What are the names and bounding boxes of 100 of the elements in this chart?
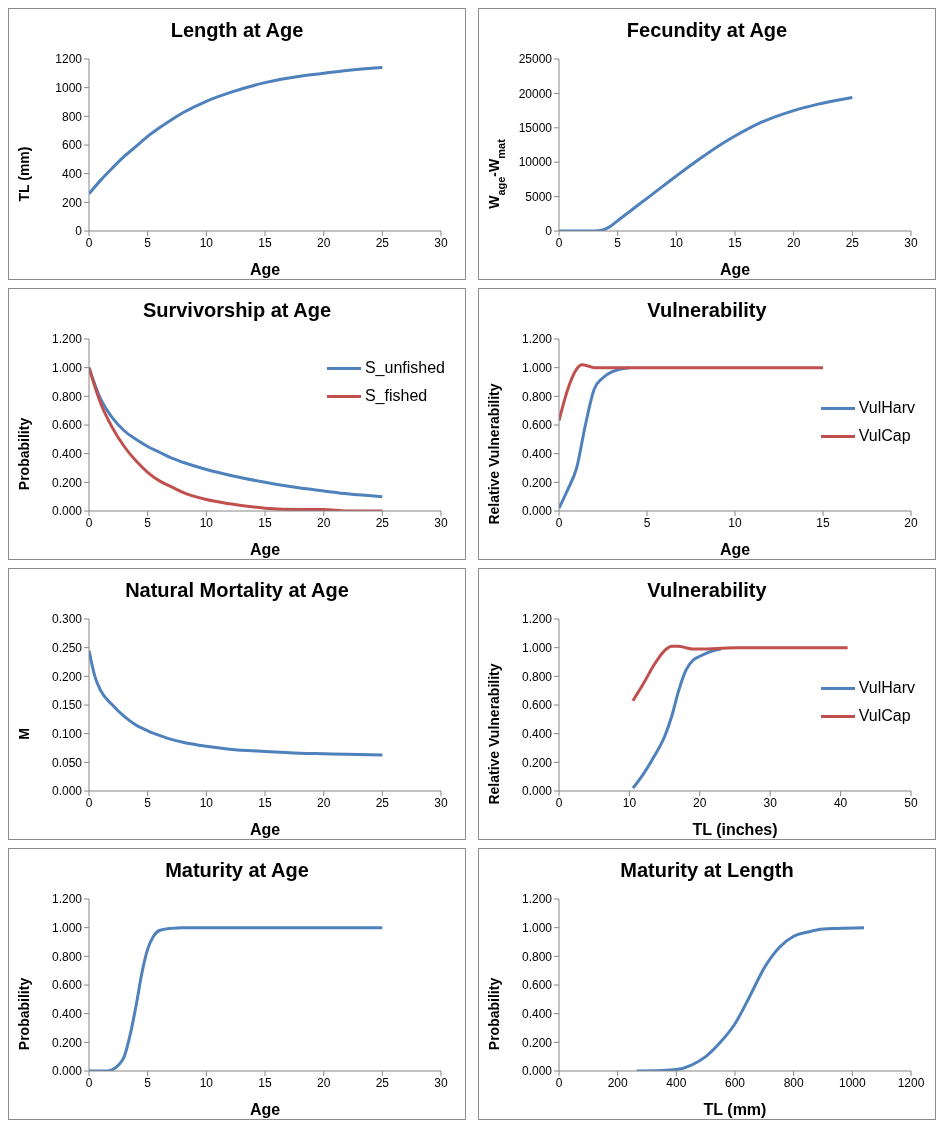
x-tick-label: 0: [555, 235, 563, 250]
x-tick-label: 15: [258, 795, 272, 810]
y-tick-label: 1.200: [51, 892, 83, 907]
chart-title: Length at Age: [169, 18, 305, 43]
x-tick-label: 0: [555, 515, 563, 530]
x-axis-title: Age: [249, 821, 281, 838]
x-tick-label: 25: [375, 795, 390, 810]
y-tick-label: 0.000: [521, 504, 553, 519]
y-tick-label: 0.150: [51, 698, 83, 713]
x-tick-label: 40: [833, 795, 848, 810]
y-tick-label: 0.000: [521, 1064, 553, 1079]
y-tick-label: 0: [545, 224, 553, 239]
x-tick-label: 400: [666, 1075, 687, 1090]
x-axis-title: Age: [249, 261, 281, 278]
y-tick-label: 0: [75, 224, 83, 239]
x-tick-label: 15: [258, 235, 272, 250]
y-tick-label: 800: [61, 109, 83, 124]
x-tick-label: 30: [434, 1075, 448, 1090]
x-axis-title: Age: [719, 541, 751, 558]
x-tick-label: 0: [85, 1075, 93, 1090]
x-tick-label: 5: [144, 795, 152, 810]
x-tick-label: 30: [434, 235, 448, 250]
y-tick-label: 5000: [525, 189, 553, 204]
y-tick-label: 0.200: [51, 1035, 83, 1050]
legend-label: VulCap: [858, 707, 911, 725]
x-tick-label: 25: [375, 515, 390, 530]
y-axis-title: Probability: [486, 977, 502, 1051]
y-tick-label: 0.250: [51, 640, 83, 655]
chart-title: Survivorship at Age: [141, 298, 333, 323]
y-tick-label: 1000: [55, 80, 83, 95]
x-tick-label: 10: [199, 235, 214, 250]
y-axis-title: TL (mm): [16, 146, 32, 202]
x-tick-label: 0: [85, 795, 93, 810]
y-tick-label: 0.400: [521, 1006, 553, 1021]
y-tick-label: 0.800: [521, 949, 553, 964]
y-tick-label: 600: [61, 138, 83, 153]
y-tick-label: 0.400: [51, 1006, 83, 1021]
y-tick-label: 0.400: [521, 726, 553, 741]
legend-label: S_unfished: [364, 359, 445, 377]
y-tick-label: 0.200: [521, 1035, 553, 1050]
x-tick-label: 50: [904, 795, 918, 810]
x-tick-label: 800: [783, 1075, 804, 1090]
y-tick-label: 0.800: [521, 669, 553, 684]
y-tick-label: 0.050: [51, 755, 83, 770]
y-tick-label: 20000: [518, 86, 553, 101]
line-series: [631, 647, 723, 790]
x-tick-label: 0: [85, 235, 93, 250]
y-tick-label: 1.200: [521, 612, 553, 627]
x-tick-label: 20: [786, 235, 801, 250]
x-tick-label: 15: [258, 515, 272, 530]
x-tick-label: 0: [85, 515, 93, 530]
x-tick-label: 10: [622, 795, 637, 810]
y-tick-label: 0.800: [51, 389, 83, 404]
y-tick-label: 0.000: [521, 784, 553, 799]
x-axis-title: TL (mm): [703, 1101, 767, 1118]
x-tick-label: 30: [434, 795, 448, 810]
x-tick-label: 30: [904, 235, 918, 250]
legend-label: VulHarv: [858, 679, 915, 697]
x-tick-label: 30: [434, 515, 448, 530]
y-tick-label: 0.200: [521, 475, 553, 490]
x-tick-label: 10: [728, 515, 742, 530]
x-tick-label: 25: [375, 1075, 390, 1090]
y-tick-label: 15000: [518, 121, 553, 136]
x-tick-label: 0: [555, 1075, 563, 1090]
x-tick-label: 1000: [838, 1075, 866, 1090]
x-tick-label: 20: [316, 1075, 331, 1090]
x-tick-label: 15: [816, 515, 830, 530]
x-axis-title: TL (inches): [692, 821, 778, 838]
chart-title: Vulnerability: [646, 298, 768, 323]
chart-title: Natural Mortality at Age: [124, 578, 350, 603]
x-axis-title: Age: [249, 541, 281, 558]
legend-label: VulHarv: [858, 399, 915, 417]
line-series: [631, 644, 850, 703]
y-tick-label: 0.400: [51, 446, 83, 461]
y-tick-label: 1200: [55, 52, 83, 67]
y-tick-label: 0.800: [521, 389, 553, 404]
y-tick-label: 1.000: [521, 640, 553, 655]
x-tick-label: 20: [316, 515, 331, 530]
y-tick-label: 400: [61, 166, 83, 181]
x-tick-label: 25: [375, 235, 390, 250]
y-tick-label: 0.200: [51, 475, 83, 490]
y-tick-label: 0.400: [521, 446, 553, 461]
legend-label: VulCap: [858, 427, 911, 445]
x-tick-label: 15: [258, 1075, 272, 1090]
x-tick-label: 5: [144, 235, 152, 250]
chart-title: Maturity at Length: [619, 858, 795, 883]
y-tick-label: 200: [61, 195, 83, 210]
x-tick-label: 10: [199, 1075, 214, 1090]
x-tick-label: 5: [144, 1075, 152, 1090]
y-tick-label: 1.000: [521, 920, 553, 935]
y-tick-label: 1.200: [51, 332, 83, 347]
y-tick-label: 25000: [518, 52, 553, 67]
chart-title: Maturity at Age: [164, 858, 310, 883]
x-tick-label: 5: [144, 515, 152, 530]
line-series: [89, 66, 384, 196]
x-tick-label: 15: [728, 235, 742, 250]
x-tick-label: 10: [199, 515, 214, 530]
y-tick-label: 0.600: [521, 698, 553, 713]
x-tick-label: 1200: [897, 1075, 925, 1090]
x-axis-title: Age: [249, 1101, 281, 1118]
